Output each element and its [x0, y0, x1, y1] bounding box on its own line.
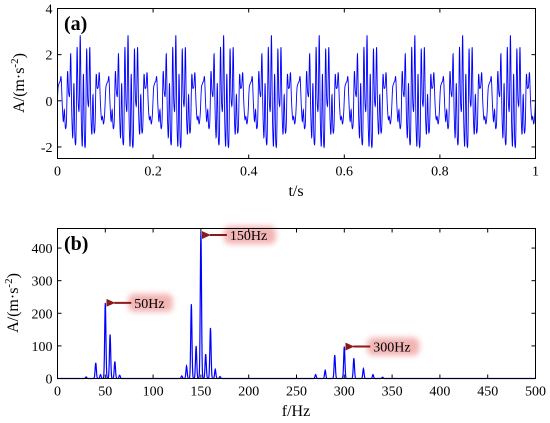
panel-b-tag: (b)	[64, 233, 88, 255]
panel-b-ytick-label: 0	[46, 373, 53, 388]
panel-b-ytick-label: 400	[32, 242, 53, 257]
panel-a-xtick-label: 0.8	[431, 165, 449, 180]
panel-b-xtick-label: 200	[238, 385, 259, 400]
panel-b-ytick-label: 200	[32, 307, 53, 322]
panel-b-xtick-label: 250	[286, 385, 307, 400]
panel-a-xtick-label: 0.4	[240, 165, 258, 180]
panel-b-ylabel-close: )	[5, 273, 22, 278]
annotation-label: 50Hz	[134, 297, 164, 312]
panel-a-ytick-label: 4	[46, 3, 53, 18]
panel-b-y-ticks: 0 100 200 300 400	[32, 242, 536, 388]
panel-b-xlabel: f/Hz	[282, 403, 310, 420]
panel-b-xtick-label: 450	[477, 385, 498, 400]
panel-a-xtick-label: 1	[532, 165, 539, 180]
panel-a-xlabel: t/s	[288, 183, 303, 200]
panel-b-xtick-label: 0	[54, 385, 61, 400]
panel-b-spectrum: (b) 0 50 100 150 200 250 300 350 400 450 500 0 100 2…	[3, 226, 546, 420]
panel-b-x-ticks: 0 50 100 150 200 250 300 350 400 450 500	[54, 228, 546, 400]
annotation-glow	[128, 293, 173, 312]
panel-a-series	[57, 35, 536, 149]
panel-b-ylabel: A/(m·s-2)	[3, 273, 22, 333]
panel-a-ylabel: A/(m·s-2)	[9, 53, 28, 113]
panel-b-xtick-label: 350	[382, 385, 403, 400]
panel-b-xtick-label: 300	[334, 385, 355, 400]
panel-b-xtick-label: 500	[525, 385, 546, 400]
panel-a-xtick-label: 0	[54, 165, 61, 180]
panel-a-x-ticks: 0 0.2 0.4 0.6 0.8 1	[54, 8, 539, 180]
panel-a-y-ticks: -2 0 2 4	[41, 3, 536, 156]
annotation-label: 150Hz	[230, 229, 267, 244]
panel-a-tag: (a)	[64, 13, 87, 35]
panel-a-signal-line	[57, 35, 536, 149]
panel-b-xtick-label: 100	[143, 385, 164, 400]
panel-a-ylabel-exp: -2	[9, 58, 21, 67]
panel-b-ytick-label: 300	[32, 275, 53, 290]
panel-b-xtick-label: 50	[98, 385, 112, 400]
panel-b-xtick-label: 150	[190, 385, 211, 400]
panel-b-annotation-glows	[128, 226, 420, 356]
annotation-glow	[367, 337, 420, 356]
panel-a-ytick-label: 0	[46, 95, 53, 110]
panel-a-xtick-label: 0.6	[336, 165, 354, 180]
panel-b-xtick-label: 400	[429, 385, 450, 400]
panel-b-ytick-label: 100	[32, 340, 53, 355]
panel-a-ylabel-main: A/(m·s	[11, 68, 28, 113]
panel-b-ylabel-exp: -2	[3, 278, 15, 287]
panel-a-frame	[57, 8, 536, 159]
panel-b-annotations: 50Hz 150Hz 300Hz	[106, 229, 411, 356]
annotation-glow	[223, 226, 276, 245]
panel-a-ytick-label: 2	[46, 49, 53, 64]
panel-a-ytick-label: -2	[41, 141, 53, 156]
panel-a-ylabel-close: )	[11, 53, 28, 58]
annotation-label: 300Hz	[373, 341, 410, 356]
panel-a-xtick-label: 0.2	[144, 165, 162, 180]
panel-b-ylabel-main: A/(m·s	[5, 288, 22, 333]
